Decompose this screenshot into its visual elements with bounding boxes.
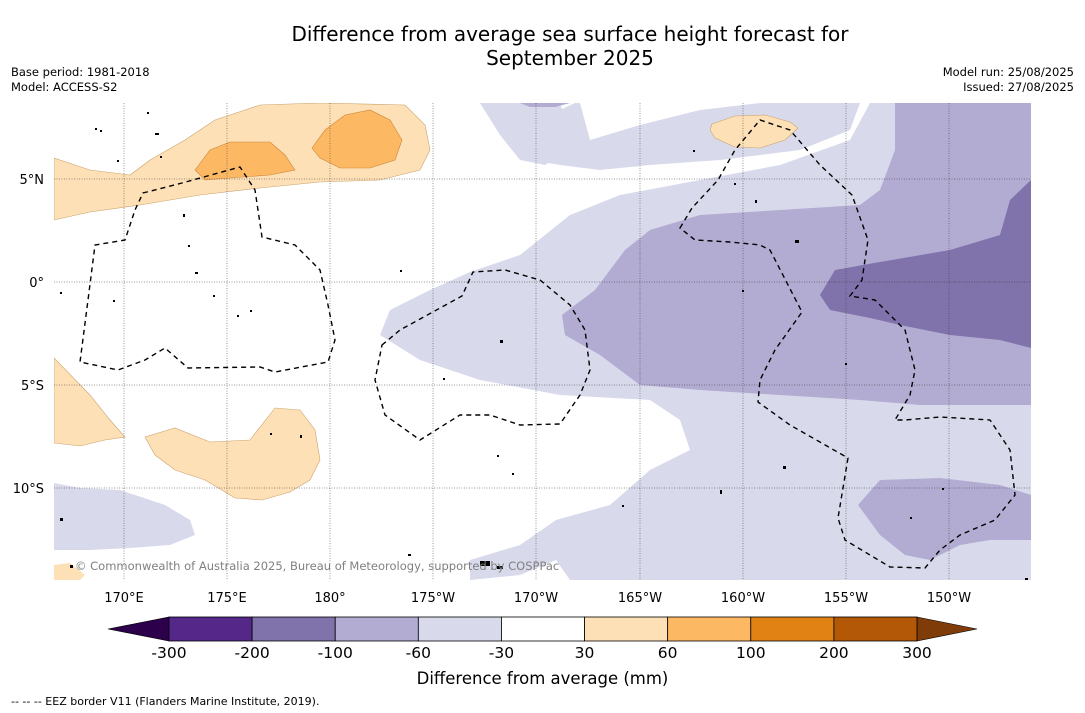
lon-label-170e: 170°E xyxy=(104,591,144,606)
colorbar-cell xyxy=(251,616,336,642)
anomaly-light-orange-south xyxy=(144,407,321,501)
anomaly-light-orange-west xyxy=(54,357,126,447)
colorbar-label: Difference from average (mm) xyxy=(416,669,669,688)
colorbar-cell xyxy=(168,616,253,642)
anomaly-neutral-top-gap xyxy=(580,103,760,140)
colorbar-under-arrow xyxy=(107,616,170,642)
colorbar-tick-label: -100 xyxy=(317,644,353,662)
colorbar-cell xyxy=(417,616,502,642)
colorbar-tick-label: -60 xyxy=(405,644,431,662)
lat-label-0: 0° xyxy=(29,276,44,291)
issued-text: Issued: 27/08/2025 xyxy=(963,80,1074,94)
copyright-notice: © Commonwealth of Australia 2025, Bureau… xyxy=(75,559,559,573)
anomaly-light-purple-southwest xyxy=(54,483,195,550)
colorbar-cell xyxy=(667,616,752,642)
island-markers xyxy=(60,112,1028,580)
eez-border-line-islands xyxy=(679,119,1016,569)
map-gridlines xyxy=(54,103,1031,580)
lon-label-180: 180° xyxy=(314,591,345,606)
lat-label-5n: 5°N xyxy=(20,173,45,188)
anomaly-mid-purple-notch xyxy=(520,103,570,107)
anomaly-light-orange-corner xyxy=(54,563,85,580)
colorbar-tick-label: -300 xyxy=(151,644,187,662)
colorbar-tick-label: 100 xyxy=(735,644,766,662)
longitude-labels: 170°E 175°E 180° 175°W 170°W 165°W 160°W… xyxy=(104,591,971,606)
model-run-text: Model run: 25/08/2025 xyxy=(942,65,1074,79)
map-plot-area: © Commonwealth of Australia 2025, Bureau… xyxy=(54,103,1031,580)
map-title: Difference from average sea surface heig… xyxy=(200,22,940,70)
title-line-2: September 2025 xyxy=(486,46,654,70)
colorbar-tick-label: 60 xyxy=(657,644,678,662)
colorbar xyxy=(107,616,978,642)
colorbar-tick-label: -30 xyxy=(488,644,515,662)
lon-label-160w: 160°W xyxy=(721,591,765,606)
lon-label-155w: 155°W xyxy=(824,591,868,606)
anomaly-mid-purple-south xyxy=(858,478,1031,560)
colorbar-cell xyxy=(833,616,918,642)
lon-label-170w: 170°W xyxy=(514,591,558,606)
lon-label-165w: 165°W xyxy=(618,591,662,606)
eez-border-phoenix-islands xyxy=(374,269,591,441)
run-info: Model run: 25/08/2025 Issued: 27/08/2025 xyxy=(943,65,1074,95)
colorbar-cell xyxy=(750,616,835,642)
colorbar-cell xyxy=(501,616,585,642)
lon-label-175e: 175°E xyxy=(207,591,247,606)
eez-borders xyxy=(79,119,1016,569)
colorbar-tick-label: 200 xyxy=(819,644,849,662)
anomaly-mid-purple-region xyxy=(562,103,1031,405)
lon-label-150w: 150°W xyxy=(927,591,971,606)
base-period-text: Base period: 1981-2018 xyxy=(11,65,150,79)
anomaly-mid-orange-east xyxy=(311,109,403,169)
eez-footnote: -- -- -- EEZ border V11 (Flanders Marine… xyxy=(11,695,320,708)
colorbar-tick-label: 300 xyxy=(902,644,932,662)
colorbar-cell xyxy=(584,616,669,642)
lat-label-10s: 10°S xyxy=(13,482,44,497)
colorbar-tick-label: 30 xyxy=(574,644,595,662)
latitude-labels: 5°N 0° 5°S 10°S xyxy=(13,173,44,497)
anomaly-light-orange-east xyxy=(709,114,799,149)
model-text: Model: ACCESS-S2 xyxy=(11,80,118,94)
colorbar-tick-label: -200 xyxy=(234,644,270,662)
colorbar-cell xyxy=(334,616,419,642)
lat-label-5s: 5°S xyxy=(21,379,44,394)
lon-label-175w: 175°W xyxy=(411,591,455,606)
title-line-1: Difference from average sea surface heig… xyxy=(291,22,849,46)
colorbar-over-arrow xyxy=(916,616,978,642)
model-info: Base period: 1981-2018 Model: ACCESS-S2 xyxy=(11,65,150,95)
